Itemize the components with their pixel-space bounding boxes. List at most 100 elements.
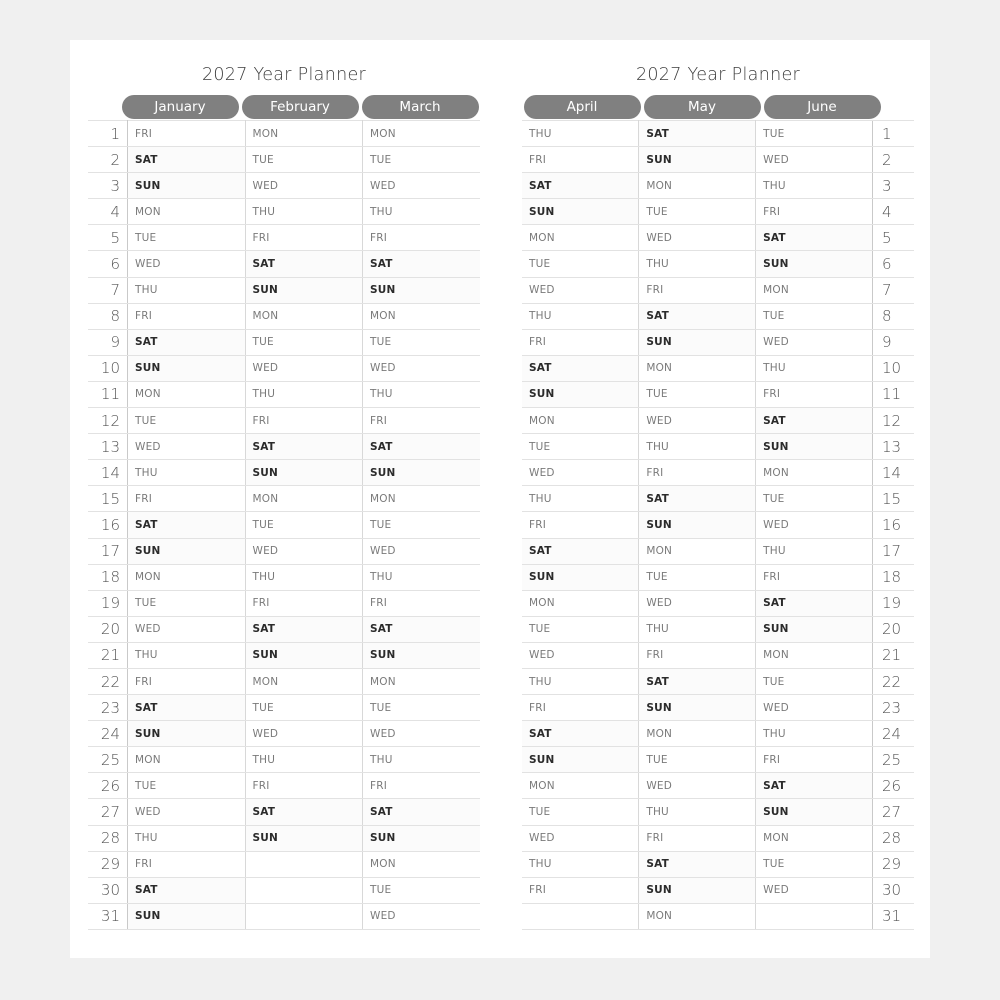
day-cell-june[interactable]: SAT [755, 407, 873, 435]
day-cell-june[interactable]: FRI [755, 381, 873, 409]
day-cell-june[interactable]: WED [755, 877, 873, 904]
day-cell-february[interactable]: WED [245, 355, 363, 382]
day-cell-may[interactable]: THU [638, 250, 757, 278]
month-pill-january[interactable]: January [121, 95, 239, 119]
day-cell-january[interactable]: FRI [127, 303, 246, 330]
day-cell-may[interactable]: SAT [638, 119, 757, 148]
day-cell-february[interactable]: MON [245, 119, 363, 148]
day-cell-april[interactable]: THU [522, 485, 640, 513]
day-cell-march[interactable]: TUE [362, 511, 480, 539]
day-cell-june[interactable]: TUE [755, 851, 873, 878]
day-cell-april[interactable]: WED [522, 642, 640, 669]
day-cell-january[interactable]: SUN [127, 720, 246, 748]
day-cell-april[interactable] [522, 903, 640, 930]
day-cell-february[interactable]: SAT [245, 616, 363, 643]
day-cell-january[interactable]: FRI [127, 668, 246, 696]
day-cell-april[interactable]: WED [522, 277, 640, 304]
day-cell-april[interactable]: FRI [522, 511, 640, 539]
day-cell-march[interactable]: MON [362, 485, 480, 513]
day-cell-january[interactable]: TUE [127, 407, 246, 435]
day-cell-march[interactable]: SUN [362, 459, 480, 487]
day-cell-april[interactable]: TUE [522, 616, 640, 643]
day-cell-february[interactable]: FRI [245, 224, 363, 252]
day-cell-february[interactable]: MON [245, 668, 363, 696]
day-cell-march[interactable]: FRI [362, 772, 480, 800]
day-cell-january[interactable]: SUN [127, 538, 246, 565]
day-cell-january[interactable]: TUE [127, 590, 246, 617]
day-cell-january[interactable]: THU [127, 642, 246, 669]
day-cell-may[interactable]: WED [638, 224, 757, 252]
day-cell-may[interactable]: SAT [638, 485, 757, 513]
day-cell-march[interactable]: FRI [362, 590, 480, 617]
day-cell-march[interactable]: SAT [362, 250, 480, 278]
day-cell-april[interactable]: THU [522, 303, 640, 330]
day-cell-january[interactable]: FRI [127, 851, 246, 878]
day-cell-may[interactable]: TUE [638, 564, 757, 591]
day-cell-april[interactable]: WED [522, 825, 640, 852]
day-cell-january[interactable]: SAT [127, 146, 246, 174]
day-cell-june[interactable]: THU [755, 538, 873, 565]
day-cell-january[interactable]: THU [127, 825, 246, 852]
day-cell-february[interactable]: FRI [245, 772, 363, 800]
day-cell-january[interactable]: TUE [127, 772, 246, 800]
day-cell-june[interactable]: FRI [755, 746, 873, 774]
day-cell-march[interactable]: SAT [362, 433, 480, 461]
day-cell-may[interactable]: FRI [638, 825, 757, 852]
day-cell-february[interactable]: TUE [245, 329, 363, 356]
day-cell-february[interactable]: THU [245, 746, 363, 774]
day-cell-january[interactable]: SAT [127, 694, 246, 722]
day-cell-april[interactable]: MON [522, 224, 640, 252]
day-cell-june[interactable]: MON [755, 459, 873, 487]
month-pill-may[interactable]: May [643, 95, 761, 119]
day-cell-may[interactable]: FRI [638, 642, 757, 669]
day-cell-april[interactable]: MON [522, 772, 640, 800]
day-cell-march[interactable]: MON [362, 668, 480, 696]
day-cell-april[interactable]: MON [522, 407, 640, 435]
day-cell-june[interactable]: SUN [755, 433, 873, 461]
day-cell-march[interactable]: WED [362, 538, 480, 565]
day-cell-march[interactable]: SUN [362, 825, 480, 852]
day-cell-may[interactable]: WED [638, 407, 757, 435]
month-pill-february[interactable]: February [241, 95, 359, 119]
day-cell-june[interactable]: SUN [755, 250, 873, 278]
day-cell-january[interactable]: MON [127, 381, 246, 409]
day-cell-january[interactable]: THU [127, 277, 246, 304]
day-cell-june[interactable] [755, 903, 873, 930]
day-cell-march[interactable]: WED [362, 172, 480, 200]
day-cell-january[interactable]: SUN [127, 903, 246, 930]
day-cell-january[interactable]: WED [127, 798, 246, 826]
day-cell-january[interactable]: MON [127, 198, 246, 226]
day-cell-february[interactable]: SUN [245, 459, 363, 487]
day-cell-april[interactable]: THU [522, 668, 640, 696]
day-cell-march[interactable]: MON [362, 119, 480, 148]
day-cell-may[interactable]: SAT [638, 303, 757, 330]
day-cell-april[interactable]: FRI [522, 694, 640, 722]
day-cell-may[interactable]: TUE [638, 381, 757, 409]
day-cell-may[interactable]: SAT [638, 668, 757, 696]
day-cell-may[interactable]: THU [638, 798, 757, 826]
day-cell-may[interactable]: TUE [638, 746, 757, 774]
day-cell-march[interactable]: THU [362, 198, 480, 226]
day-cell-march[interactable]: FRI [362, 407, 480, 435]
day-cell-june[interactable]: THU [755, 720, 873, 748]
day-cell-february[interactable]: SUN [245, 277, 363, 304]
day-cell-may[interactable]: SUN [638, 329, 757, 356]
day-cell-april[interactable]: SAT [522, 720, 640, 748]
day-cell-may[interactable]: WED [638, 772, 757, 800]
day-cell-june[interactable]: TUE [755, 303, 873, 330]
day-cell-may[interactable]: FRI [638, 459, 757, 487]
day-cell-june[interactable]: WED [755, 694, 873, 722]
day-cell-june[interactable]: FRI [755, 198, 873, 226]
day-cell-march[interactable]: TUE [362, 694, 480, 722]
day-cell-june[interactable]: MON [755, 825, 873, 852]
day-cell-june[interactable]: MON [755, 642, 873, 669]
day-cell-may[interactable]: SUN [638, 511, 757, 539]
day-cell-may[interactable]: SUN [638, 694, 757, 722]
day-cell-june[interactable]: MON [755, 277, 873, 304]
day-cell-february[interactable]: FRI [245, 590, 363, 617]
day-cell-january[interactable]: MON [127, 564, 246, 591]
day-cell-march[interactable]: THU [362, 381, 480, 409]
day-cell-april[interactable]: FRI [522, 329, 640, 356]
day-cell-february[interactable]: MON [245, 485, 363, 513]
day-cell-march[interactable]: THU [362, 564, 480, 591]
